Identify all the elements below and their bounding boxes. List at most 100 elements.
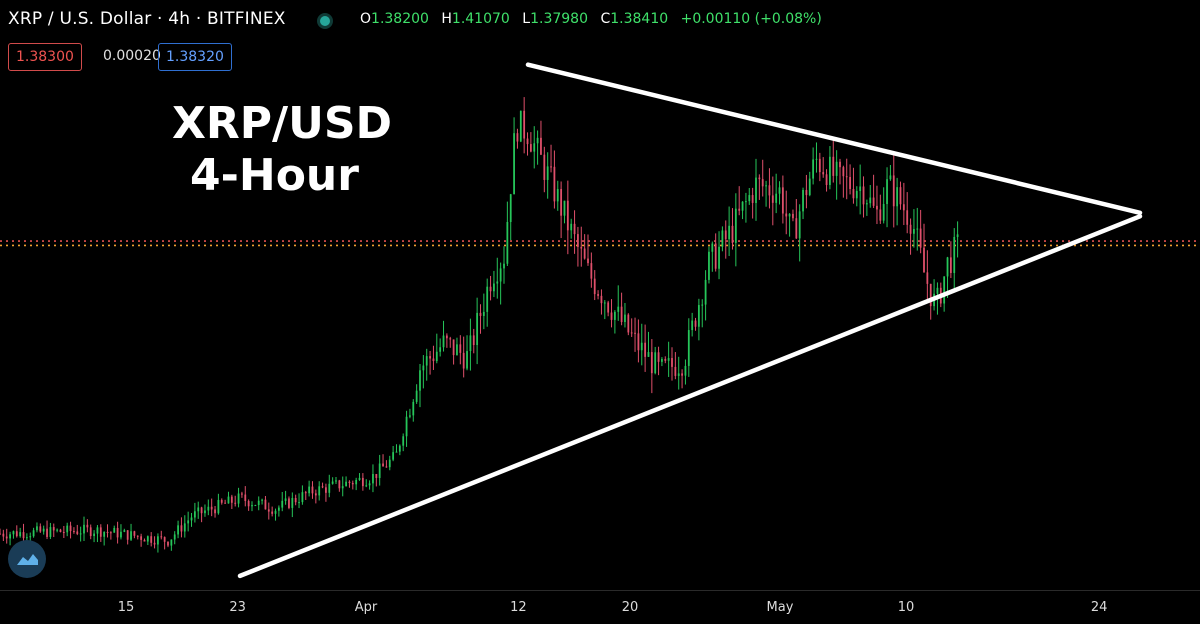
candle — [677, 356, 680, 390]
candle — [93, 530, 95, 543]
candle — [657, 346, 660, 376]
candle — [442, 320, 445, 352]
symbol-label[interactable]: XRP / U.S. Dollar · 4h · BITFINEX — [8, 9, 286, 29]
open-value: 1.38200 — [371, 11, 429, 27]
candle — [113, 525, 116, 533]
candle — [493, 270, 495, 298]
candle — [664, 356, 667, 364]
candle — [859, 164, 862, 215]
candle — [19, 527, 22, 538]
candle — [264, 496, 267, 510]
candle — [153, 536, 156, 549]
candle — [600, 289, 603, 315]
candle — [533, 126, 536, 169]
candle — [372, 464, 374, 493]
tradingview-logo-icon[interactable] — [8, 540, 46, 578]
candle — [691, 312, 694, 337]
candle — [674, 352, 677, 380]
candle — [808, 171, 811, 197]
candle — [15, 525, 18, 538]
candle — [42, 525, 45, 535]
candle — [230, 494, 233, 509]
candle — [207, 499, 210, 516]
candle — [358, 473, 361, 481]
candle — [368, 480, 371, 490]
trendline[interactable] — [237, 214, 1143, 579]
candle — [684, 359, 687, 385]
candle — [956, 221, 959, 258]
candle — [2, 529, 5, 541]
candle — [802, 187, 804, 220]
candle — [217, 493, 220, 515]
candle — [130, 523, 132, 542]
candle — [637, 319, 640, 363]
candle — [432, 345, 435, 370]
candle — [815, 142, 818, 173]
candle — [170, 539, 173, 551]
candle — [781, 175, 784, 224]
candle — [597, 290, 599, 300]
candle — [923, 223, 925, 273]
candle — [855, 186, 858, 207]
candle — [288, 496, 290, 510]
low-key: L — [522, 11, 531, 27]
candle — [241, 491, 243, 498]
candle — [133, 530, 136, 539]
candle — [214, 506, 216, 518]
candle — [116, 521, 119, 544]
candle — [405, 410, 408, 447]
candle — [671, 347, 673, 381]
candle — [876, 185, 878, 225]
candle — [624, 302, 626, 328]
candle — [792, 209, 794, 222]
candle — [224, 499, 227, 504]
candle — [734, 193, 737, 267]
candle — [476, 297, 479, 365]
candle — [143, 538, 146, 542]
candle — [751, 187, 754, 219]
candle — [385, 460, 388, 468]
candle — [610, 299, 613, 328]
candle — [805, 174, 808, 209]
candle — [879, 194, 882, 224]
candle — [667, 341, 670, 377]
time-axis[interactable]: 15 23 Apr 12 20 May 10 24 — [0, 590, 1200, 624]
candle — [439, 338, 442, 357]
candle — [812, 147, 815, 185]
candle — [661, 357, 663, 367]
candle — [83, 516, 85, 542]
sell-price-button[interactable]: 1.38300 — [8, 43, 82, 71]
candle — [472, 328, 475, 354]
candle — [550, 144, 552, 173]
candle — [896, 177, 899, 226]
candle — [318, 481, 321, 501]
buy-price-button[interactable]: 1.38320 — [158, 43, 232, 71]
candle — [540, 120, 542, 156]
candle — [869, 184, 872, 208]
candle — [311, 481, 314, 499]
high-key: H — [441, 11, 452, 27]
candle — [563, 200, 566, 224]
x-tick-label: 12 — [510, 600, 527, 615]
logo-mark-icon — [17, 554, 38, 565]
candle — [321, 482, 324, 489]
candle — [587, 234, 589, 266]
candle — [933, 279, 935, 311]
low-value: 1.37980 — [530, 11, 588, 27]
change-value: +0.00110 (+0.08%) — [680, 11, 822, 27]
candle — [197, 501, 200, 519]
candle — [355, 477, 358, 491]
candle — [382, 454, 384, 467]
candle — [204, 504, 206, 517]
candle — [388, 455, 391, 471]
chart-header: XRP / U.S. Dollar · 4h · BITFINEX O1.382… — [0, 0, 1200, 40]
trendline[interactable] — [525, 62, 1143, 216]
candle — [365, 479, 368, 488]
candle — [899, 181, 902, 210]
candle — [254, 504, 257, 507]
candle — [62, 525, 65, 539]
candle — [314, 489, 317, 504]
candle — [331, 477, 334, 485]
candle — [506, 201, 509, 267]
